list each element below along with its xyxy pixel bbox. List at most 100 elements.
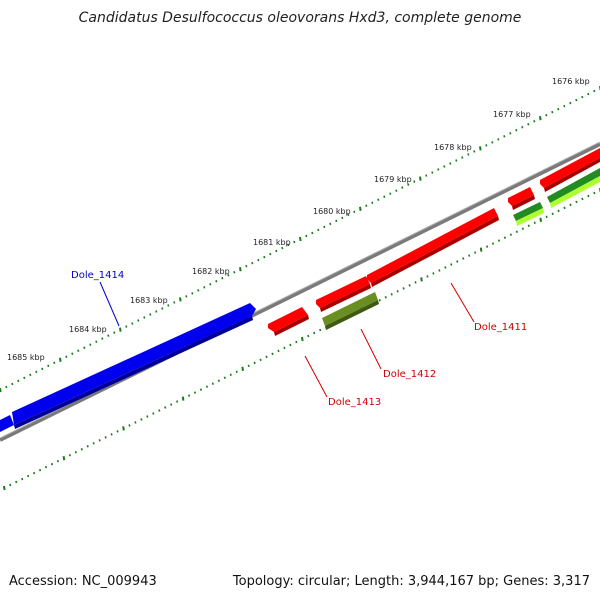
minor-tick [104, 436, 107, 439]
minor-tick [193, 391, 197, 394]
minor-tick [131, 322, 134, 325]
gene-label-dole-1413[interactable]: Dole_1413 [328, 397, 381, 408]
minor-tick [521, 126, 524, 129]
minor-tick [176, 400, 179, 403]
minor-tick [462, 257, 465, 260]
minor-tick [515, 129, 518, 132]
minor-tick [593, 191, 596, 195]
minor-tick [152, 412, 155, 415]
major-tick [181, 396, 185, 401]
minor-tick [527, 224, 530, 227]
callout-dole-1411 [450, 282, 475, 323]
feature-green-2[interactable] [547, 168, 600, 203]
map-title: Candidatus Desulfococcus oleovorans Hxd3… [78, 10, 522, 26]
minor-tick [389, 192, 392, 195]
minor-tick [41, 367, 44, 371]
minor-tick [95, 340, 98, 343]
minor-tick [247, 364, 250, 368]
minor-tick [414, 281, 417, 284]
minor-tick [587, 92, 590, 96]
feature-lime-2[interactable] [550, 176, 600, 208]
upper-tick-track [0, 86, 600, 393]
minor-tick [581, 95, 584, 99]
minor-tick [140, 418, 143, 421]
minor-tick [569, 203, 572, 207]
minor-tick [253, 361, 256, 365]
minor-tick [44, 465, 48, 469]
gene-label-dole-1411[interactable]: Dole_1411 [474, 322, 527, 333]
minor-tick [146, 415, 149, 418]
kbp-label-1684: 1684 kbp [69, 325, 107, 334]
minor-tick [53, 361, 56, 365]
major-tick [3, 485, 6, 491]
minor-tick [233, 270, 236, 274]
minor-tick [450, 263, 453, 266]
minor-tick [444, 266, 447, 269]
callout-dole-1414 [99, 281, 120, 327]
minor-tick [251, 261, 254, 265]
minor-tick [11, 382, 14, 386]
gene-label-dole-1412[interactable]: Dole_1412 [383, 369, 436, 380]
gene-small-red[interactable] [508, 187, 534, 206]
feature-green-1[interactable] [513, 202, 543, 221]
minor-tick [259, 358, 262, 362]
minor-tick [335, 219, 338, 223]
minor-tick [215, 280, 218, 283]
minor-tick [551, 212, 554, 216]
major-tick [299, 236, 302, 242]
minor-tick [384, 296, 387, 299]
minor-tick [287, 243, 290, 247]
minor-tick [116, 430, 119, 433]
minor-tick [317, 228, 320, 232]
minor-tick [581, 197, 584, 201]
gene-dole-1412-red[interactable] [316, 276, 370, 308]
minor-tick [293, 240, 296, 244]
major-tick [539, 116, 542, 121]
minor-tick [38, 468, 42, 472]
minor-tick [593, 89, 596, 93]
minor-tick [191, 292, 194, 295]
gene-dole-1411[interactable] [367, 208, 498, 283]
gene-label-dole-1414[interactable]: Dole_1414 [71, 270, 124, 281]
feature-dole-1412[interactable] [322, 292, 378, 326]
minor-tick [491, 141, 494, 144]
gene-left-partial[interactable] [0, 415, 14, 432]
minor-tick [371, 201, 374, 204]
minor-tick [468, 254, 471, 257]
callout-dole-1413 [304, 355, 328, 398]
minor-tick [263, 255, 266, 259]
minor-tick [227, 274, 230, 277]
minor-tick [143, 316, 146, 319]
major-tick [479, 247, 483, 252]
gene-dole-1414[interactable] [12, 303, 256, 425]
minor-tick [455, 159, 458, 162]
gene-right-red[interactable] [540, 148, 600, 188]
accession-text: Accession: NC_009943 [9, 574, 157, 589]
minor-tick [275, 249, 278, 253]
gene-dole-1413[interactable] [268, 307, 308, 332]
minor-tick [98, 439, 101, 442]
minor-tick [383, 195, 386, 198]
gene-small-red-edge [512, 195, 535, 210]
minor-tick [365, 204, 368, 208]
minor-tick [533, 119, 536, 123]
gene-dole-1413-edge [274, 315, 309, 336]
minor-tick [473, 150, 476, 153]
minor-tick [89, 343, 92, 346]
minor-tick [295, 340, 298, 344]
minor-tick [443, 165, 446, 168]
feature-lime-1[interactable] [516, 208, 544, 226]
minor-tick [71, 352, 74, 355]
minor-tick [378, 299, 381, 302]
minor-tick [92, 442, 95, 445]
minor-tick [313, 331, 316, 335]
minor-tick [229, 373, 232, 376]
minor-tick [245, 264, 248, 268]
kbp-label-1680: 1680 kbp [313, 207, 351, 216]
minor-tick [509, 132, 512, 135]
minor-tick [413, 180, 416, 183]
minor-tick [402, 287, 405, 290]
minor-tick [125, 325, 128, 328]
minor-tick [563, 104, 566, 108]
minor-tick [149, 313, 152, 316]
